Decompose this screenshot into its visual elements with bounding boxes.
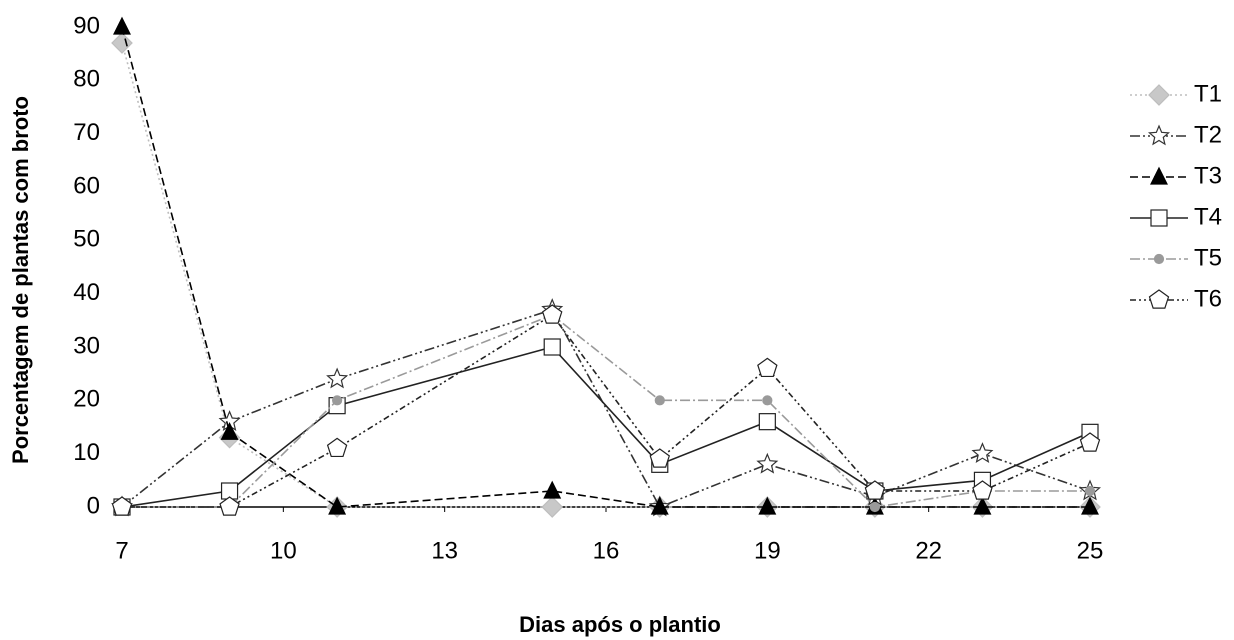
- marker: [111, 496, 133, 516]
- marker: [649, 448, 670, 468]
- legend-label: T5: [1194, 244, 1222, 271]
- series-line: [121, 42, 1090, 508]
- marker: [756, 452, 779, 474]
- y-tick-label: 20: [73, 386, 100, 413]
- x-tick-label: 19: [754, 537, 781, 564]
- legend-marker: [1150, 209, 1168, 227]
- marker: [332, 395, 343, 406]
- legend-label: T1: [1194, 80, 1222, 107]
- y-tick-label: 30: [73, 332, 100, 359]
- y-axis-label: Porcentagem de plantas com broto: [8, 96, 33, 464]
- marker: [541, 496, 564, 518]
- marker: [219, 496, 240, 516]
- x-tick-label: 16: [593, 537, 620, 564]
- marker: [864, 480, 886, 500]
- marker: [1081, 496, 1099, 515]
- x-tick-label: 10: [270, 537, 297, 564]
- marker: [758, 413, 776, 431]
- marker: [869, 501, 880, 513]
- marker: [1079, 432, 1101, 452]
- marker: [328, 496, 347, 515]
- y-tick-label: 40: [73, 279, 100, 306]
- series-line: [122, 314, 1090, 508]
- marker: [326, 367, 349, 389]
- series-line: [121, 308, 1091, 509]
- marker: [762, 395, 773, 406]
- legend-marker: [1148, 84, 1170, 106]
- y-tick-label: 70: [73, 119, 100, 146]
- x-axis-label: Dias após o plantio: [519, 612, 721, 637]
- y-tick-label: 50: [73, 226, 100, 253]
- marker: [654, 395, 665, 406]
- marker: [758, 496, 777, 515]
- marker: [757, 357, 778, 378]
- x-tick-label: 22: [915, 537, 942, 564]
- marker: [1084, 485, 1096, 497]
- marker: [973, 496, 992, 515]
- legend-marker: [1148, 124, 1170, 146]
- y-tick-label: 10: [73, 439, 100, 466]
- y-tick-label: 60: [73, 172, 100, 199]
- marker: [542, 304, 563, 324]
- marker: [650, 496, 669, 515]
- marker: [113, 16, 131, 35]
- legend-label: T2: [1194, 121, 1222, 148]
- x-tick-label: 13: [431, 537, 458, 564]
- y-tick-label: 0: [87, 492, 100, 519]
- legend-marker: [1148, 289, 1170, 309]
- legend-label: T4: [1194, 203, 1222, 230]
- x-tick-label: 7: [115, 537, 128, 564]
- marker: [972, 480, 993, 500]
- legend-label: T3: [1194, 162, 1222, 189]
- legend-label: T6: [1194, 285, 1222, 312]
- y-tick-label: 90: [73, 12, 100, 39]
- x-tick-label: 25: [1077, 537, 1104, 564]
- marker: [220, 421, 239, 440]
- y-tick-label: 80: [73, 66, 100, 93]
- series-line: [121, 346, 1091, 508]
- series-line: [121, 26, 1090, 508]
- marker: [543, 338, 561, 356]
- marker: [971, 442, 994, 464]
- marker: [326, 437, 348, 458]
- legend-marker: [1150, 166, 1168, 185]
- legend-marker: [1153, 253, 1165, 265]
- series-line: [122, 313, 1091, 508]
- marker: [111, 32, 133, 54]
- marker: [543, 480, 562, 499]
